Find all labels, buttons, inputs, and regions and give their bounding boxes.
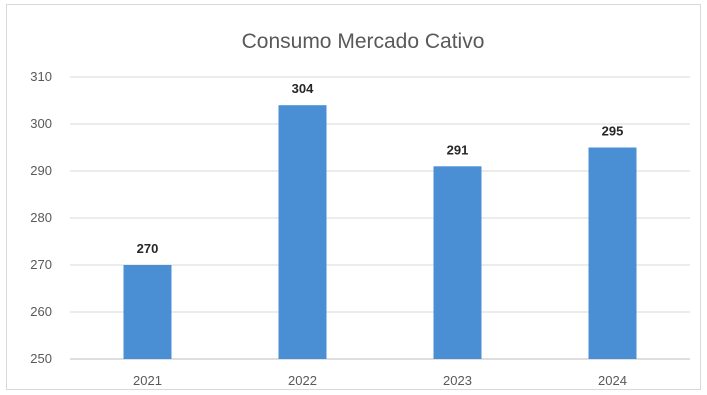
data-label: 291 [447, 142, 469, 157]
x-tick-label: 2024 [598, 373, 627, 388]
bar [278, 105, 327, 359]
x-tick-label: 2022 [288, 373, 317, 388]
data-labels: 270 304 291 295 [137, 81, 624, 256]
x-tick-label: 2023 [443, 373, 472, 388]
chart-frame [6, 4, 701, 390]
data-label: 270 [137, 241, 159, 256]
y-tick-label: 300 [30, 116, 52, 131]
x-tick-label: 2021 [133, 373, 162, 388]
y-tick-label: 290 [30, 163, 52, 178]
bar [588, 147, 637, 359]
data-label: 304 [292, 81, 314, 96]
y-tick-label: 260 [30, 304, 52, 319]
y-tick-label: 250 [30, 351, 52, 366]
y-tick-label: 310 [30, 69, 52, 84]
bars [123, 105, 637, 359]
x-axis-tick-labels: 2021 2022 2023 2024 [133, 373, 627, 388]
chart-title: Consumo Mercado Cativo [242, 30, 485, 53]
y-axis-tick-labels: 250 260 270 280 290 300 310 [30, 69, 52, 366]
y-tick-label: 270 [30, 257, 52, 272]
y-tick-label: 280 [30, 210, 52, 225]
gridlines [70, 76, 690, 360]
bar [433, 166, 482, 359]
data-label: 295 [602, 124, 624, 139]
bar [123, 265, 172, 359]
